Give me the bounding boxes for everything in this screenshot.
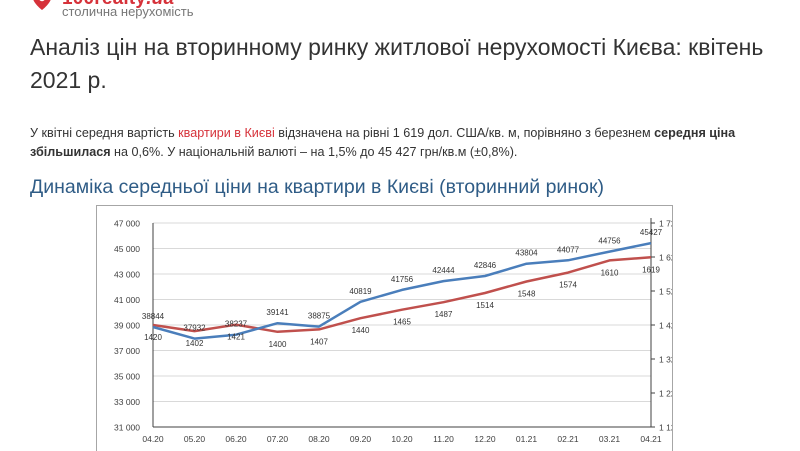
- usd-data-label: 1407: [310, 337, 328, 346]
- usd-data-label: 1465: [393, 318, 411, 327]
- y-left-tick-label: 47 000: [114, 219, 140, 229]
- x-tick-label: 12.20: [474, 434, 496, 444]
- y-right-tick-label: 1 720$: [659, 219, 672, 229]
- y-right-tick-label: 1 220$: [659, 389, 672, 399]
- uah-data-label: 38237: [225, 320, 248, 329]
- uah-data-label: 42444: [432, 266, 455, 275]
- x-tick-label: 01.21: [516, 434, 538, 444]
- series-usd-line: [152, 256, 652, 334]
- y-right-tick-label: 1 420$: [659, 321, 672, 331]
- y-left-tick-label: 45 000: [114, 244, 140, 254]
- y-left-tick-label: 43 000: [114, 270, 140, 280]
- uah-data-label: 44077: [557, 245, 580, 254]
- y-right-tick-label: 1 620$: [659, 253, 672, 263]
- y-right-tick-label: 1 120$: [659, 423, 672, 433]
- usd-data-label: 1548: [518, 289, 536, 298]
- x-tick-label: 10.20: [391, 434, 413, 444]
- y-right-tick-label: 1 320$: [659, 355, 672, 365]
- usd-data-label: 1574: [559, 281, 577, 290]
- article-lead: У квітні середня вартість квартири в Киє…: [30, 124, 780, 162]
- y-left-tick-label: 41 000: [114, 295, 140, 305]
- y-left-tick-label: 33 000: [114, 397, 140, 407]
- price-chart: 31 000 33 000 35 000 37 000 39 000 41 000 43 0…: [96, 205, 673, 451]
- uah-data-label: 45427: [640, 228, 663, 237]
- chart-heading: Динаміка середньої ціни на квартири в Ки…: [30, 176, 604, 198]
- x-tick-label: 05.20: [184, 434, 206, 444]
- lead-text-2: відзначена на рівні 1 619 дол. США/кв. м…: [274, 126, 655, 140]
- lead-bold-text: середня ціна збільшилася: [30, 126, 736, 159]
- lead-text-3: на 0,6%. У національній валюті – на 1,5%…: [110, 145, 518, 159]
- x-tick-label: 09.20: [350, 434, 372, 444]
- kyiv-apartments-link[interactable]: квартири в Києві: [178, 126, 275, 140]
- x-tick-label: 02.21: [557, 434, 579, 444]
- y-left-tick-label: 39 000: [114, 321, 140, 331]
- usd-data-label: 1610: [601, 268, 619, 277]
- brand-logo[interactable]: 100realty.ua столична нерухомість: [32, 0, 332, 20]
- usd-data-label: 1440: [352, 326, 370, 335]
- location-pin-icon: [33, 0, 51, 10]
- uah-data-label: 40819: [349, 287, 372, 296]
- x-tick-label: 04.21: [640, 434, 662, 444]
- x-tick-label: 06.20: [225, 434, 247, 444]
- uah-data-label: 38844: [142, 312, 165, 321]
- brand-tagline: столична нерухомість: [62, 4, 194, 19]
- y-left-tick-label: 31 000: [114, 423, 140, 433]
- brand-name: 100realty.ua: [62, 0, 174, 10]
- usd-data-label: 1400: [269, 340, 287, 349]
- usd-data-label: 1514: [476, 301, 494, 310]
- usd-data-label: 1421: [227, 333, 245, 342]
- usd-data-label: 1619: [642, 265, 660, 274]
- uah-data-label: 42846: [474, 261, 497, 270]
- x-tick-label: 03.21: [599, 434, 621, 444]
- uah-data-label: 43804: [515, 249, 538, 258]
- usd-data-label: 1420: [144, 333, 162, 342]
- uah-data-label: 38875: [308, 312, 331, 321]
- page-title: Аналіз цін на вторинному ринку житлової …: [30, 34, 764, 93]
- uah-data-label: 39141: [266, 308, 289, 317]
- x-tick-label: 11.20: [433, 434, 454, 444]
- y-left-tick-label: 35 000: [114, 372, 140, 382]
- y-right-tick-label: 1 520$: [659, 287, 672, 297]
- x-tick-label: 04.20: [142, 434, 164, 444]
- uah-data-label: 41756: [391, 275, 414, 284]
- uah-data-label: 37932: [183, 324, 206, 333]
- usd-data-label: 1487: [435, 310, 453, 319]
- price-chart-svg: 31 000 33 000 35 000 37 000 39 000 41 000 43 0…: [114, 218, 672, 444]
- y-left-tick-label: 37 000: [114, 346, 140, 356]
- series-uah-line: [152, 241, 652, 340]
- x-tick-label: 07.20: [267, 434, 289, 444]
- x-tick-label: 08.20: [308, 434, 330, 444]
- lead-text-1: У квітні середня вартість: [30, 126, 179, 140]
- usd-data-label: 1402: [186, 339, 204, 348]
- uah-data-label: 44756: [598, 237, 621, 246]
